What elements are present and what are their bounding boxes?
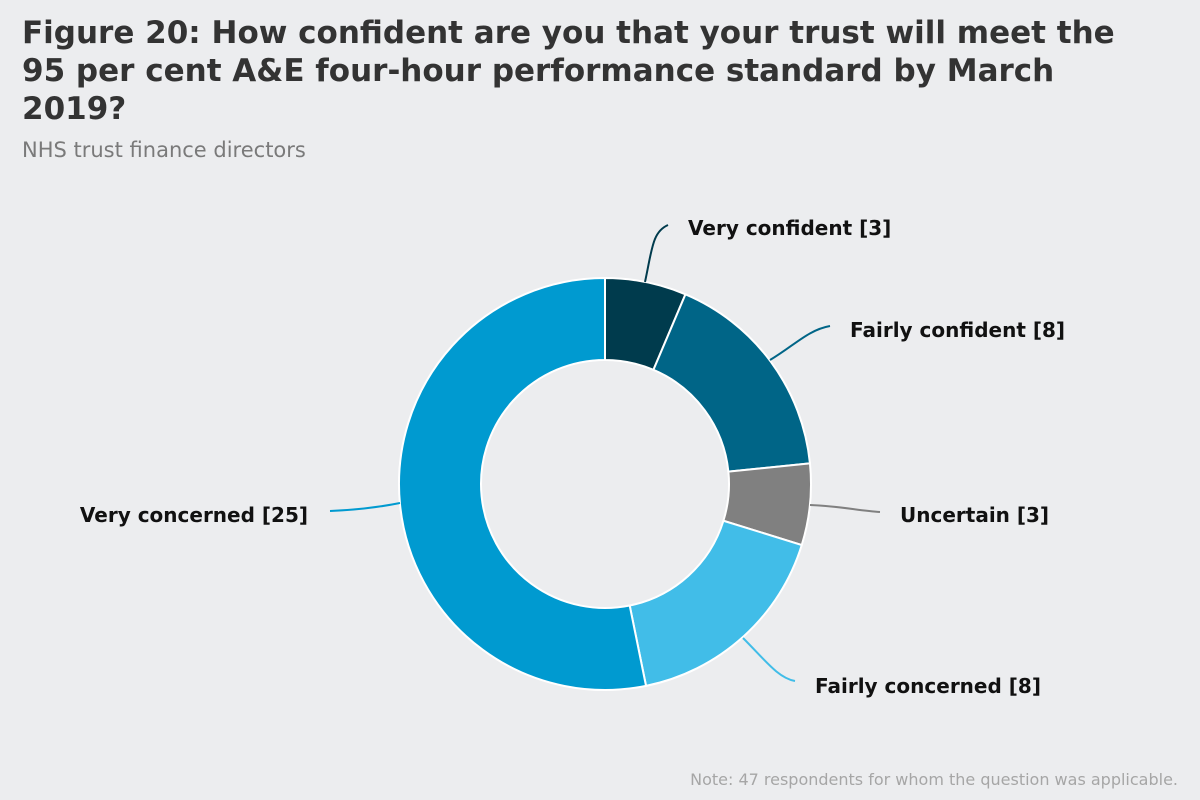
leader-line-very-confident (644, 224, 669, 283)
donut-chart: Very confident [3] Fairly confident [8] Un… (80, 216, 1065, 698)
label-very-confident: Very confident [3] (688, 216, 891, 240)
leader-line-very-concerned (329, 502, 401, 512)
label-uncertain: Uncertain [3] (900, 503, 1049, 527)
chart-subtitle: NHS trust finance directors (22, 138, 306, 162)
label-very-concerned: Very concerned [25] (80, 503, 308, 527)
chart-title: Figure 20: How confident are you that yo… (22, 15, 1115, 127)
slice-very-concerned (398, 276, 648, 691)
leader-line-fairly-confident (769, 325, 831, 361)
label-fairly-confident: Fairly confident [8] (850, 318, 1065, 342)
leader-line-fairly-concerned (742, 637, 796, 682)
slice-fairly-confident (652, 293, 812, 473)
label-fairly-concerned: Fairly concerned [8] (815, 674, 1041, 698)
chart-note: Note: 47 respondents for whom the questi… (690, 770, 1178, 789)
slice-fairly-concerned (628, 519, 804, 688)
leader-line-uncertain (809, 504, 881, 513)
